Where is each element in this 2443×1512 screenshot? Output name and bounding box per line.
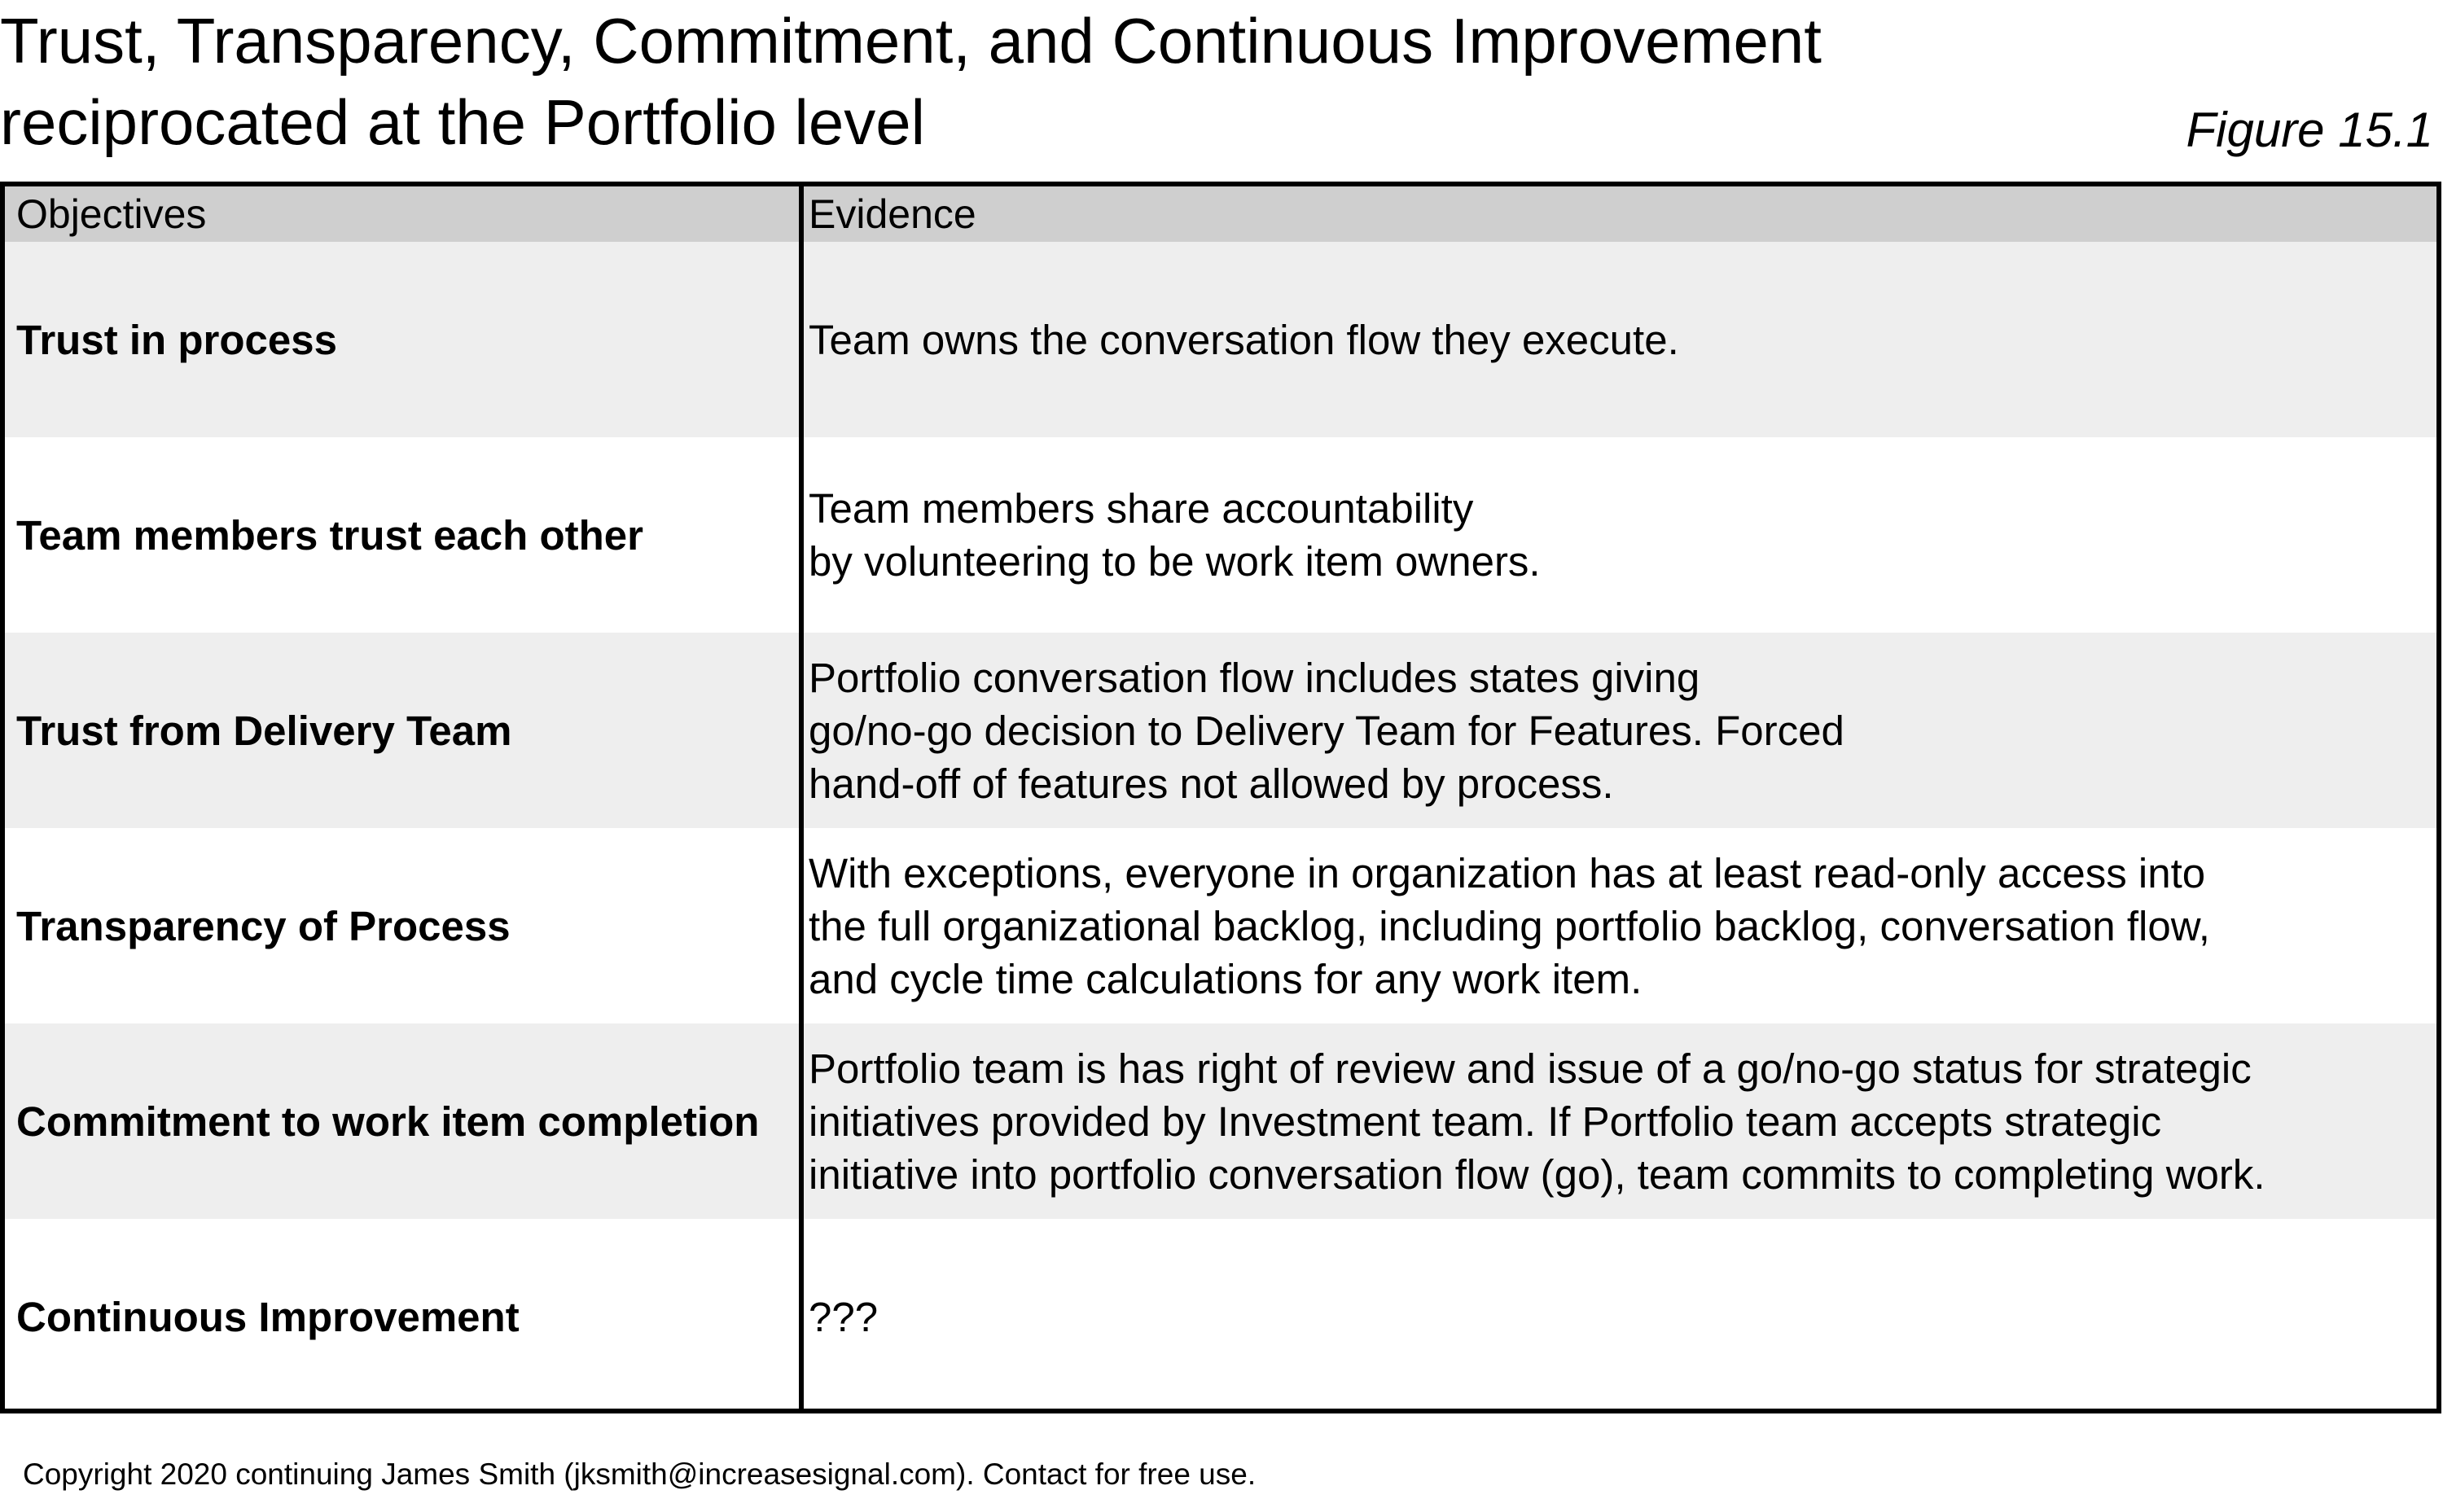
evidence-cell: Portfolio conversation flow includes sta… [800, 633, 2436, 828]
evidence-line: the full organizational backlog, includi… [809, 902, 2210, 949]
table-row: Trust from Delivery Team Portfolio conve… [5, 633, 2436, 828]
evidence-line: by volunteering to be work item owners. [809, 538, 1541, 585]
page-title: Trust, Transparency, Commitment, and Con… [0, 0, 2158, 163]
evidence-line: ??? [809, 1293, 879, 1340]
evidence-cell: Portfolio team is has right of review an… [800, 1023, 2436, 1219]
table-row: Commitment to work item completion Portf… [5, 1023, 2436, 1219]
table-row: Transparency of Process With exceptions,… [5, 828, 2436, 1023]
objective-cell: Trust from Delivery Team [16, 707, 512, 754]
copyright-notice: Copyright 2020 continuing James Smith (j… [23, 1457, 1257, 1491]
objective-cell: Continuous Improvement [16, 1293, 520, 1340]
evidence-line: Portfolio conversation flow includes sta… [809, 654, 1700, 701]
evidence-line: initiative into portfolio conversation f… [809, 1150, 2265, 1198]
evidence-line: Team members share accountability [809, 485, 1474, 532]
objective-cell: Transparency of Process [16, 902, 511, 949]
evidence-cell: Team members share accountability by vol… [800, 437, 2436, 633]
objective-cell: Commitment to work item completion [16, 1098, 760, 1145]
evidence-line: With exceptions, everyone in organizatio… [809, 849, 2206, 896]
figure-label: Figure 15.1 [2186, 103, 2433, 157]
table-row: Continuous Improvement ??? [5, 1219, 2436, 1409]
table-header-row: Objectives Evidence [5, 186, 2436, 242]
evidence-line: hand-off of features not allowed by proc… [809, 760, 1614, 807]
header-evidence: Evidence [809, 191, 976, 237]
evidence-cell: With exceptions, everyone in organizatio… [800, 828, 2436, 1023]
evidence-cell: Team owns the conversation flow they exe… [800, 242, 2436, 437]
evidence-cell: ??? [800, 1219, 2436, 1409]
objective-cell: Team members trust each other [16, 511, 643, 559]
page-title-line-2: reciprocated at the Portfolio level [0, 86, 925, 158]
evidence-line: and cycle time calculations for any work… [809, 955, 1643, 1002]
table-row: Trust in process Team owns the conversat… [5, 242, 2436, 437]
column-divider [799, 186, 804, 1409]
evidence-line: initiatives provided by Investment team.… [809, 1098, 2162, 1145]
evidence-line: go/no-go decision to Delivery Team for F… [809, 707, 1844, 754]
evidence-line: Portfolio team is has right of review an… [809, 1045, 2252, 1092]
table-row: Team members trust each other Team membe… [5, 437, 2436, 633]
objective-cell: Trust in process [16, 316, 337, 363]
header-objectives: Objectives [16, 191, 207, 237]
objectives-evidence-table: Objectives Evidence Trust in process Tea… [0, 182, 2441, 1413]
evidence-line: Team owns the conversation flow they exe… [809, 316, 1679, 363]
page-title-line-1: Trust, Transparency, Commitment, and Con… [0, 5, 1822, 77]
